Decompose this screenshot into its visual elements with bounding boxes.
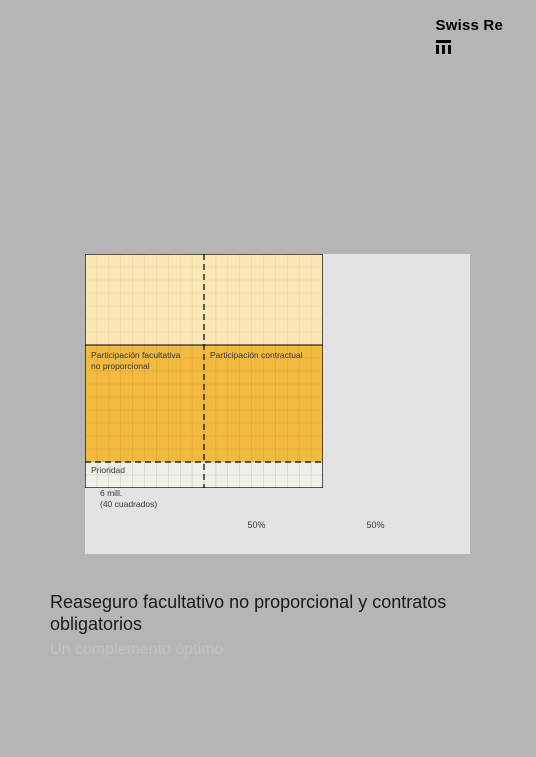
x-axis-labels: 50% 50% [197, 520, 435, 534]
reinsurance-chart: Prioridad Participación facultativano pro… [85, 254, 323, 488]
document-title: Reaseguro facultativo no proporcional y … [50, 592, 500, 635]
y-label-bottom-line1: 6 mill. [100, 488, 122, 498]
brand-name: Swiss Re [436, 17, 503, 34]
brand-block: Swiss Re [436, 17, 503, 54]
x-label-right: 50% [316, 520, 435, 534]
page: Swiss Re 54 mill. (360 cuadrados) sinies… [0, 0, 536, 757]
brand-logo-icon [436, 40, 451, 54]
title-block: Reaseguro facultativo no proporcional y … [50, 592, 500, 659]
svg-text:Prioridad: Prioridad [91, 465, 125, 475]
x-label-left: 50% [197, 520, 316, 534]
y-label-bottom-line2: (40 cuadrados) [100, 499, 157, 509]
svg-text:Participación contractual: Participación contractual [210, 350, 303, 360]
chart-panel: 54 mill. (360 cuadrados) siniestro de 33… [85, 254, 470, 554]
svg-text:Participación facultativa: Participación facultativa [91, 350, 181, 360]
document-subtitle: Un complemento óptimo [50, 641, 500, 659]
y-label-bottom: 6 mill. (40 cuadrados) [100, 488, 190, 509]
svg-text:no proporcional: no proporcional [91, 361, 150, 371]
